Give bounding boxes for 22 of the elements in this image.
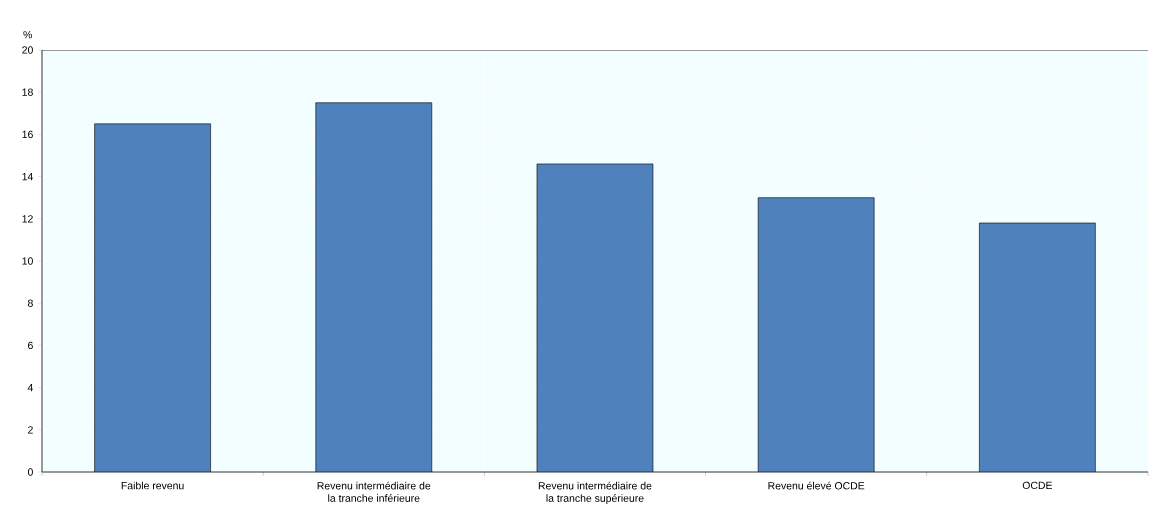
y-tick-label: 12 [22,215,33,223]
bar [536,163,654,472]
x-tick-label: OCDE [1022,481,1052,490]
y-tick-label: 0 [27,468,33,476]
y-tick-label: 6 [28,341,33,350]
bar [757,197,875,472]
y-tick-label: 14 [22,173,34,181]
y-tick-label: 18 [22,88,33,96]
y-tick-label: 8 [27,299,33,307]
y-tick-label: 16 [22,130,33,139]
y-tick-label: 10 [22,257,33,265]
bar [979,222,1096,472]
y-tick-label: 20 [22,46,33,54]
y-tick-label: 4 [27,384,34,392]
y-tick-label: 2 [28,426,33,434]
bar [315,102,433,472]
x-tick-label: Faible revenu [121,481,184,490]
y-axis-title: % [23,31,32,39]
x-tick-label: Revenu intermédiaire de la tranche inférieure [317,481,431,502]
bar [94,123,211,472]
x-tick-label: Revenu intermédiaire de la tranche supérieure [538,481,652,504]
x-tick-label: Revenu élevé OCDE [768,481,865,490]
